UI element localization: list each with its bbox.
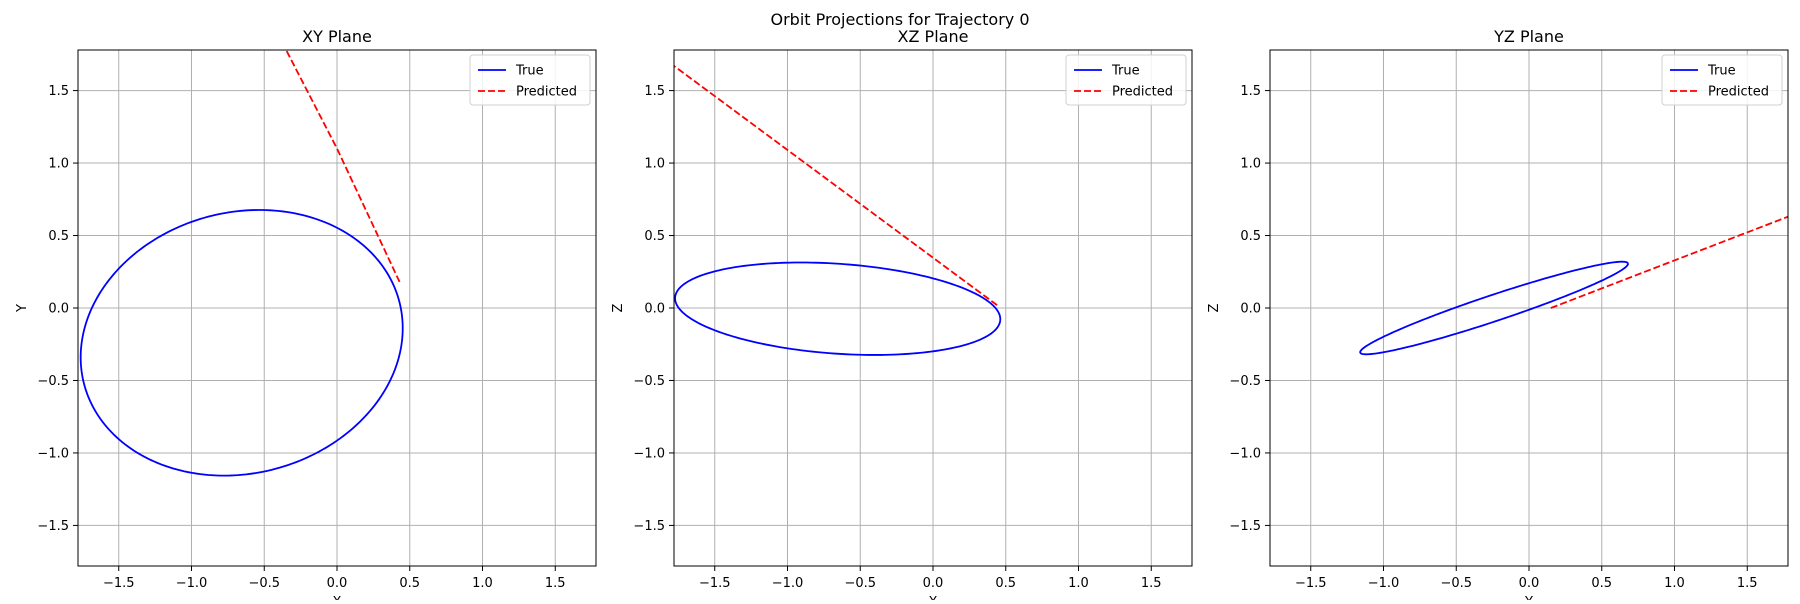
y-tick-label: −0.5 — [633, 374, 665, 389]
x-tick-label: 1.5 — [1141, 576, 1162, 591]
x-tick-label: −1.0 — [772, 576, 804, 591]
x-axis-label: X — [929, 595, 938, 600]
series-predicted — [674, 65, 998, 306]
legend-label-true: True — [1111, 64, 1140, 79]
x-tick-label: −1.5 — [103, 576, 135, 591]
subplot-title: XY Plane — [302, 27, 372, 46]
y-tick-label: −1.0 — [37, 446, 69, 461]
y-tick-label: −0.5 — [37, 374, 69, 389]
x-axis-label: X — [333, 595, 342, 600]
plot-area — [1359, 215, 1788, 356]
plot-area — [79, 50, 404, 477]
y-axis-label: Z — [1207, 303, 1222, 312]
subplot-title: YZ Plane — [1493, 27, 1564, 46]
series-predicted — [285, 50, 401, 283]
y-tick-label: 1.0 — [48, 157, 69, 172]
subplot-1: −1.5 −1.0 −0.5 0.0 0.5 1.0 1.5 −1.5 −1.0 −0.5 0.0 0… — [15, 27, 597, 604]
series-true — [674, 261, 1002, 356]
y-tick-label: 1.0 — [1240, 157, 1261, 172]
y-tick-label: 1.0 — [644, 157, 665, 172]
legend-label-predicted: Predicted — [1708, 85, 1769, 100]
x-tick-label: −0.5 — [248, 576, 280, 591]
legend-box — [1661, 54, 1783, 106]
x-tick-label: 0.5 — [1591, 576, 1612, 591]
x-tick-label: −0.5 — [844, 576, 876, 591]
subplot-title: XZ Plane — [898, 27, 969, 46]
y-tick-label: 1.5 — [1240, 84, 1261, 99]
y-tick-label: 0.0 — [48, 302, 69, 317]
series-true — [79, 209, 404, 477]
x-tick-label: 0.0 — [923, 576, 944, 591]
series-true — [1359, 260, 1629, 356]
legend-label-true: True — [1707, 64, 1736, 79]
axes-frame — [1269, 49, 1789, 567]
x-tick-label: 0.0 — [327, 576, 348, 591]
subplot-3: −1.5 −1.0 −0.5 0.0 0.5 1.0 1.5 −1.5 −1.0 −0.5 0.0 0… — [1207, 27, 1789, 604]
y-tick-label: −1.5 — [37, 519, 69, 534]
y-tick-label: 0.5 — [48, 229, 69, 244]
legend: True Predicted — [469, 54, 591, 106]
x-tick-label: 1.5 — [1737, 576, 1758, 591]
x-tick-label: −1.0 — [176, 576, 208, 591]
y-tick-label: −1.0 — [633, 446, 665, 461]
legend-label-true: True — [515, 64, 544, 79]
x-tick-label: 0.5 — [399, 576, 420, 591]
legend-box — [1065, 54, 1187, 106]
x-tick-label: 1.0 — [472, 576, 493, 591]
y-tick-label: 0.5 — [1240, 229, 1261, 244]
series-predicted — [1550, 215, 1788, 309]
y-tick-label: 0.0 — [1240, 302, 1261, 317]
legend-box — [469, 54, 591, 106]
y-tick-label: 0.0 — [644, 302, 665, 317]
x-tick-label: −0.5 — [1440, 576, 1472, 591]
x-tick-label: 1.0 — [1664, 576, 1685, 591]
y-axis-label: Z — [611, 303, 626, 312]
legend-label-predicted: Predicted — [516, 85, 577, 100]
x-tick-label: 1.0 — [1068, 576, 1089, 591]
x-tick-label: 0.5 — [995, 576, 1016, 591]
x-tick-label: −1.5 — [699, 576, 731, 591]
y-tick-label: −1.0 — [1229, 446, 1261, 461]
x-axis-label: Y — [1524, 595, 1533, 600]
figure-suptitle: Orbit Projections for Trajectory 0 — [770, 10, 1030, 29]
y-tick-label: −1.5 — [1229, 519, 1261, 534]
x-tick-label: 1.5 — [545, 576, 566, 591]
y-axis-label: Y — [15, 304, 30, 313]
plot-area — [674, 65, 1002, 356]
y-tick-label: −1.5 — [633, 519, 665, 534]
legend: True Predicted — [1661, 54, 1783, 106]
y-tick-label: 1.5 — [48, 84, 69, 99]
axes-frame — [77, 49, 597, 567]
subplot-2: −1.5 −1.0 −0.5 0.0 0.5 1.0 1.5 −1.5 −1.0 −0.5 0.0 0… — [611, 27, 1193, 604]
x-tick-label: 0.0 — [1519, 576, 1540, 591]
y-tick-label: 1.5 — [644, 84, 665, 99]
axes-frame — [673, 49, 1193, 567]
legend-label-predicted: Predicted — [1112, 85, 1173, 100]
x-tick-label: −1.0 — [1368, 576, 1400, 591]
legend: True Predicted — [1065, 54, 1187, 106]
y-tick-label: 0.5 — [644, 229, 665, 244]
y-tick-label: −0.5 — [1229, 374, 1261, 389]
x-tick-label: −1.5 — [1295, 576, 1327, 591]
